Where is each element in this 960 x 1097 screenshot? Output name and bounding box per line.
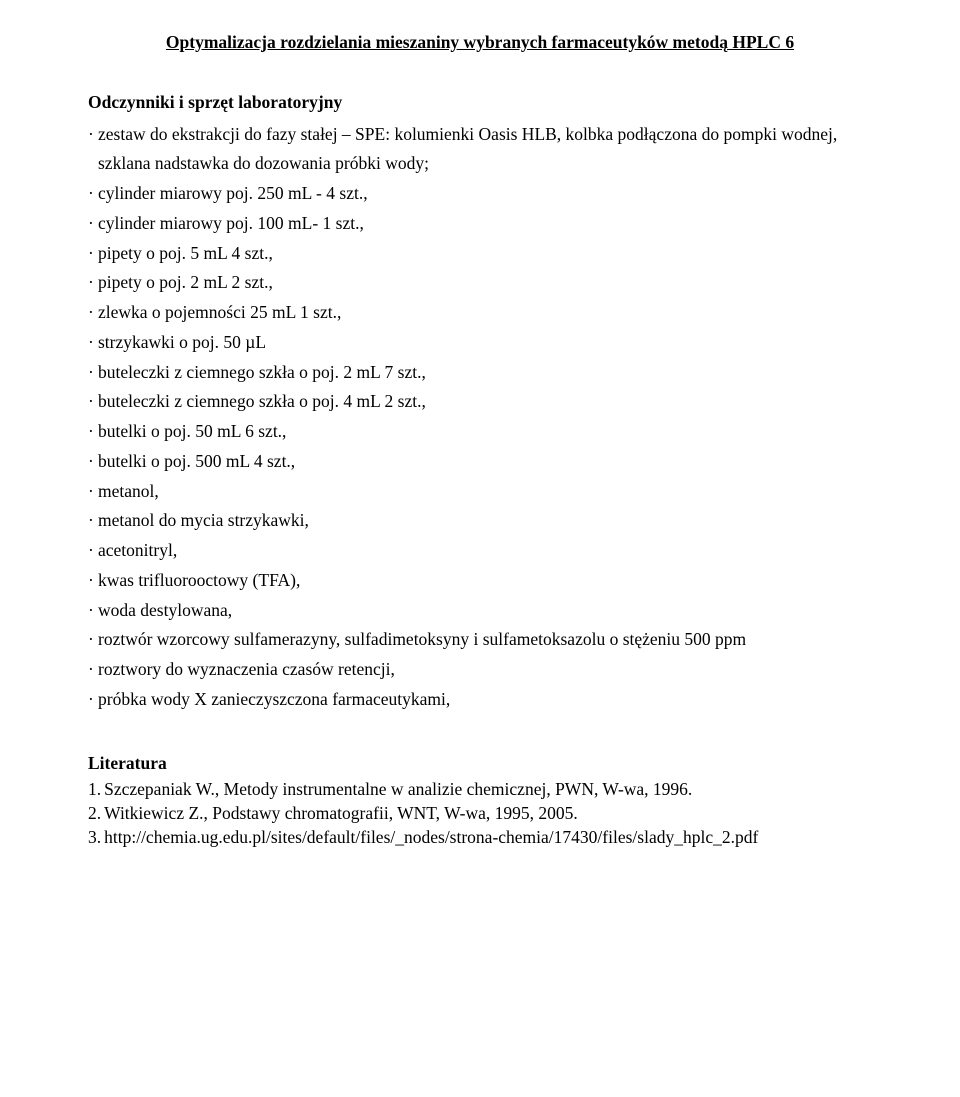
literature-number: 1. [88, 778, 101, 802]
list-item: ·roztwory do wyznaczenia czasów retencji… [88, 655, 872, 685]
literature-text: Witkiewicz Z., Podstawy chromatografii, … [104, 802, 578, 826]
literature-item: 2. Witkiewicz Z., Podstawy chromatografi… [88, 802, 872, 826]
bullet-icon: · [88, 298, 98, 328]
list-item: ·pipety o poj. 2 mL 2 szt., [88, 268, 872, 298]
list-item: ·woda destylowana, [88, 596, 872, 626]
list-item: ·kwas trifluorooctowy (TFA), [88, 566, 872, 596]
literature-number: 3. [88, 826, 101, 850]
list-item-text: butelki o poj. 50 mL 6 szt., [98, 417, 872, 447]
literature-number: 2. [88, 802, 101, 826]
list-item-text: pipety o poj. 2 mL 2 szt., [98, 268, 872, 298]
list-item: ·pipety o poj. 5 mL 4 szt., [88, 239, 872, 269]
list-item-text: roztwory do wyznaczenia czasów retencji, [98, 655, 872, 685]
list-item-text: buteleczki z ciemnego szkła o poj. 4 mL … [98, 387, 872, 417]
literature-heading: Literatura [88, 749, 872, 779]
literature-item: 3. http://chemia.ug.edu.pl/sites/default… [88, 826, 872, 850]
bullet-icon: · [88, 209, 98, 239]
literature-list: 1. Szczepaniak W., Metody instrumentalne… [88, 778, 872, 849]
bullet-icon: · [88, 477, 98, 507]
bullet-icon: · [88, 358, 98, 388]
list-item: ·acetonitryl, [88, 536, 872, 566]
bullet-icon: · [88, 328, 98, 358]
literature-text: http://chemia.ug.edu.pl/sites/default/fi… [104, 826, 758, 850]
list-item: ·buteleczki z ciemnego szkła o poj. 2 mL… [88, 358, 872, 388]
list-item-text: metanol, [98, 477, 872, 507]
list-item-text: zestaw do ekstrakcji do fazy stałej – SP… [98, 120, 872, 180]
list-item: ·metanol, [88, 477, 872, 507]
list-item: ·butelki o poj. 500 mL 4 szt., [88, 447, 872, 477]
bullet-icon: · [88, 447, 98, 477]
list-item: ·próbka wody X zanieczyszczona farmaceut… [88, 685, 872, 715]
bullet-icon: · [88, 179, 98, 209]
list-item-text: zlewka o pojemności 25 mL 1 szt., [98, 298, 872, 328]
list-item-text: metanol do mycia strzykawki, [98, 506, 872, 536]
list-item: ·zestaw do ekstrakcji do fazy stałej – S… [88, 120, 872, 180]
bullet-icon: · [88, 239, 98, 269]
list-item-text: acetonitryl, [98, 536, 872, 566]
list-item: ·metanol do mycia strzykawki, [88, 506, 872, 536]
bullet-icon: · [88, 625, 98, 655]
bullet-icon: · [88, 417, 98, 447]
literature-text: Szczepaniak W., Metody instrumentalne w … [104, 778, 692, 802]
list-item-text: próbka wody X zanieczyszczona farmaceuty… [98, 685, 872, 715]
bullet-icon: · [88, 536, 98, 566]
list-item-text: kwas trifluorooctowy (TFA), [98, 566, 872, 596]
list-item: ·butelki o poj. 50 mL 6 szt., [88, 417, 872, 447]
bullet-icon: · [88, 387, 98, 417]
list-item: ·roztwór wzorcowy sulfamerazyny, sulfadi… [88, 625, 872, 655]
page-title: Optymalizacja rozdzielania mieszaniny wy… [88, 28, 872, 58]
bullet-icon: · [88, 506, 98, 536]
list-item: ·zlewka o pojemności 25 mL 1 szt., [88, 298, 872, 328]
list-item-text: strzykawki o poj. 50 µL [98, 328, 872, 358]
bullet-icon: · [88, 566, 98, 596]
bullet-icon: · [88, 120, 98, 180]
list-item-text: woda destylowana, [98, 596, 872, 626]
literature-item: 1. Szczepaniak W., Metody instrumentalne… [88, 778, 872, 802]
bullet-icon: · [88, 596, 98, 626]
list-item-text: buteleczki z ciemnego szkła o poj. 2 mL … [98, 358, 872, 388]
section-heading: Odczynniki i sprzęt laboratoryjny [88, 88, 872, 118]
list-item-text: butelki o poj. 500 mL 4 szt., [98, 447, 872, 477]
list-item: ·cylinder miarowy poj. 100 mL- 1 szt., [88, 209, 872, 239]
item-list: ·zestaw do ekstrakcji do fazy stałej – S… [88, 120, 872, 715]
list-item: ·buteleczki z ciemnego szkła o poj. 4 mL… [88, 387, 872, 417]
bullet-icon: · [88, 268, 98, 298]
page: Optymalizacja rozdzielania mieszaniny wy… [0, 0, 960, 1097]
list-item: ·strzykawki o poj. 50 µL [88, 328, 872, 358]
bullet-icon: · [88, 655, 98, 685]
list-item-text: pipety o poj. 5 mL 4 szt., [98, 239, 872, 269]
list-item-text: cylinder miarowy poj. 250 mL - 4 szt., [98, 179, 872, 209]
list-item-text: roztwór wzorcowy sulfamerazyny, sulfadim… [98, 625, 872, 655]
list-item: ·cylinder miarowy poj. 250 mL - 4 szt., [88, 179, 872, 209]
list-item-text: cylinder miarowy poj. 100 mL- 1 szt., [98, 209, 872, 239]
bullet-icon: · [88, 685, 98, 715]
